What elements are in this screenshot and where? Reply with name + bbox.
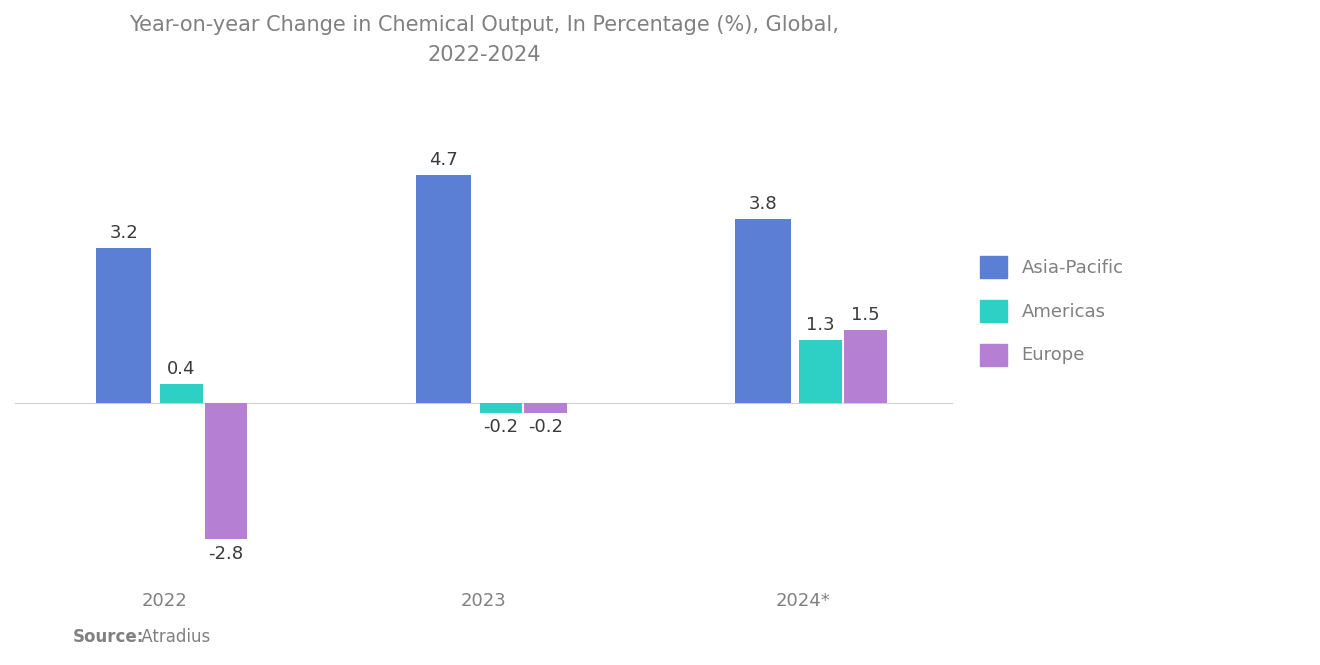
Bar xyxy=(205,403,247,539)
Bar xyxy=(735,219,791,403)
Bar xyxy=(479,403,523,413)
Text: Atradius: Atradius xyxy=(136,628,210,646)
Bar xyxy=(160,384,202,403)
Text: Source:: Source: xyxy=(73,628,144,646)
Text: 0.4: 0.4 xyxy=(166,360,195,378)
Text: 4.7: 4.7 xyxy=(429,151,458,169)
Bar xyxy=(96,248,152,403)
Text: -0.2: -0.2 xyxy=(528,418,564,436)
Bar xyxy=(799,340,842,403)
Bar xyxy=(416,175,471,403)
Text: -0.2: -0.2 xyxy=(483,418,519,436)
Text: 1.5: 1.5 xyxy=(851,307,879,325)
Text: 3.8: 3.8 xyxy=(748,195,777,213)
Text: 3.2: 3.2 xyxy=(110,224,139,242)
Text: 1.3: 1.3 xyxy=(807,316,834,334)
Bar xyxy=(843,331,887,403)
Legend: Asia-Pacific, Americas, Europe: Asia-Pacific, Americas, Europe xyxy=(972,247,1133,374)
Text: -2.8: -2.8 xyxy=(209,545,243,563)
Title: Year-on-year Change in Chemical Output, In Percentage (%), Global,
2022-2024: Year-on-year Change in Chemical Output, … xyxy=(129,15,838,65)
Bar xyxy=(524,403,566,413)
